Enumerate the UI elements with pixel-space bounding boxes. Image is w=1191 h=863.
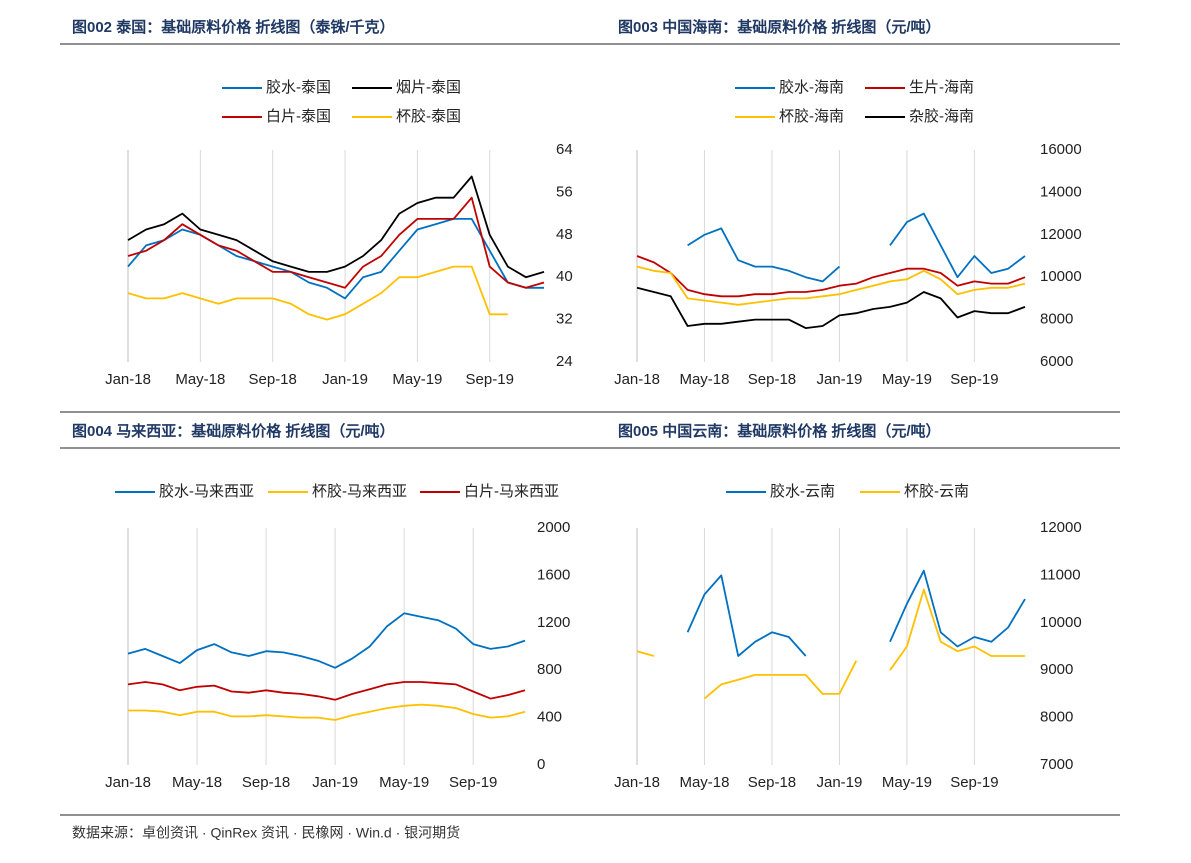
- series-line: [636, 265, 1026, 306]
- y-tick-label: 8000: [1040, 311, 1073, 328]
- x-tick-label: Sep-19: [466, 371, 514, 388]
- series-line: [127, 196, 545, 289]
- y-tick-label: 48: [556, 226, 573, 243]
- series-line: [127, 175, 545, 279]
- legend-label: 白片-泰国: [266, 108, 331, 125]
- x-tick-label: Jan-19: [322, 371, 368, 388]
- x-tick-label: Sep-18: [748, 774, 796, 791]
- legend-label: 杯胶-泰国: [396, 108, 461, 125]
- y-tick-label: 1600: [537, 566, 570, 583]
- legend-label: 胶水-泰国: [266, 79, 331, 96]
- series-line: [636, 588, 1025, 700]
- y-tick-label: 9000: [1040, 661, 1073, 678]
- x-tick-label: Sep-19: [449, 774, 497, 791]
- y-tick-label: 0: [537, 756, 545, 773]
- y-tick-label: 56: [556, 183, 573, 200]
- series-line: [636, 255, 1026, 298]
- legend-label: 胶水-云南: [770, 483, 835, 500]
- x-tick-label: Jan-19: [816, 371, 862, 388]
- x-tick-label: Sep-19: [950, 774, 998, 791]
- x-tick-label: Sep-18: [748, 371, 796, 388]
- y-tick-label: 10000: [1040, 268, 1082, 285]
- x-tick-label: May-19: [882, 774, 932, 791]
- source-note: 数据来源：卓创资讯 · QinRex 资讯 · 民橡网 · Win.d · 银河…: [72, 825, 460, 841]
- series-line: [636, 286, 1026, 329]
- y-tick-label: 12000: [1040, 519, 1082, 536]
- x-tick-label: May-19: [392, 371, 442, 388]
- y-tick-label: 10000: [1040, 614, 1082, 631]
- chart-title: 图005 中国云南：基础原料价格 折线图（元/吨）: [618, 422, 941, 440]
- series-line: [687, 212, 1026, 283]
- y-tick-label: 24: [556, 353, 573, 370]
- y-tick-label: 400: [537, 709, 562, 726]
- x-tick-label: Sep-18: [242, 774, 290, 791]
- y-tick-label: 16000: [1040, 141, 1082, 158]
- y-tick-label: 12000: [1040, 226, 1082, 243]
- y-tick-label: 6000: [1040, 353, 1073, 370]
- chart-title: 图002 泰国：基础原料价格 折线图（泰铢/千克）: [72, 18, 395, 36]
- chart-title: 图003 中国海南：基础原料价格 折线图（元/吨）: [618, 18, 941, 36]
- y-tick-label: 64: [556, 141, 573, 158]
- series-line: [128, 703, 526, 721]
- y-tick-label: 32: [556, 311, 573, 328]
- series-line: [127, 681, 526, 701]
- series-line: [686, 569, 1026, 657]
- legend-label: 杂胶-海南: [909, 108, 974, 125]
- legend-label: 杯胶-云南: [904, 483, 969, 500]
- y-tick-label: 8000: [1040, 709, 1073, 726]
- x-tick-label: Jan-18: [614, 774, 660, 791]
- x-tick-label: Jan-18: [105, 774, 151, 791]
- legend-label: 胶水-马来西亚: [159, 483, 254, 500]
- x-tick-label: May-18: [172, 774, 222, 791]
- x-tick-label: May-18: [679, 774, 729, 791]
- y-tick-label: 2000: [537, 519, 570, 536]
- x-tick-label: Sep-19: [950, 371, 998, 388]
- x-tick-label: Jan-18: [105, 371, 151, 388]
- legend-label: 杯胶-马来西亚: [312, 483, 407, 500]
- x-tick-label: May-19: [379, 774, 429, 791]
- y-tick-label: 40: [556, 268, 573, 285]
- x-tick-label: May-18: [679, 371, 729, 388]
- series-line: [127, 218, 544, 300]
- legend-label: 生片-海南: [909, 79, 974, 96]
- series-line: [127, 612, 526, 669]
- y-tick-label: 11000: [1040, 566, 1081, 583]
- x-tick-label: Jan-18: [614, 371, 660, 388]
- chart-title: 图004 马来西亚：基础原料价格 折线图（元/吨）: [72, 422, 395, 440]
- legend-label: 杯胶-海南: [779, 108, 844, 125]
- legend-label: 烟片-泰国: [396, 79, 461, 96]
- y-tick-label: 7000: [1040, 756, 1073, 773]
- x-tick-label: Jan-19: [816, 774, 862, 791]
- x-tick-label: May-18: [175, 371, 225, 388]
- y-tick-label: 800: [537, 661, 562, 678]
- x-tick-label: Sep-18: [249, 371, 297, 388]
- x-tick-label: May-19: [882, 371, 932, 388]
- y-tick-label: 1200: [537, 614, 570, 631]
- y-tick-label: 14000: [1040, 183, 1082, 200]
- x-tick-label: Jan-19: [312, 774, 358, 791]
- legend-label: 白片-马来西亚: [464, 483, 559, 500]
- legend-label: 胶水-海南: [779, 79, 844, 96]
